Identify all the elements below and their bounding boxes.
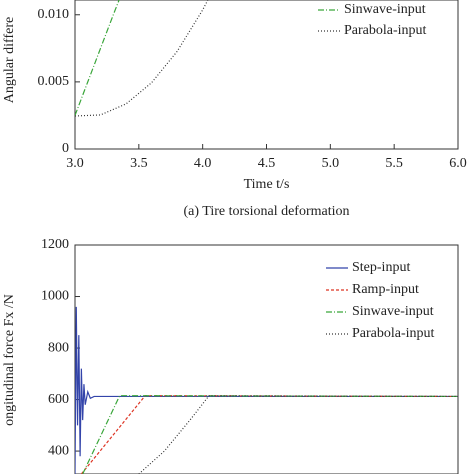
series-line — [75, 306, 458, 474]
x-tick-label: 5.0 — [322, 156, 340, 171]
series-line — [75, 0, 120, 116]
plot-lines — [75, 306, 458, 474]
y-tick-label: 0.005 — [38, 74, 70, 89]
chart-title: (a) Tire torsional deformation — [183, 204, 349, 219]
x-tick-label: 4.0 — [194, 156, 212, 171]
legend-label: Parabola-input — [352, 326, 435, 341]
x-tick-label: 6.0 — [449, 156, 467, 171]
y-tick-label: 1000 — [41, 289, 69, 304]
x-tick-label: 5.5 — [385, 156, 403, 171]
y-tick-label: 0.010 — [38, 7, 70, 22]
legend-label: Sinwave-input — [352, 304, 434, 319]
series-line — [82, 395, 458, 474]
x-axis-label: Time t/s — [244, 177, 290, 192]
series-line — [75, 0, 209, 117]
y-tick-label: 400 — [48, 443, 69, 458]
plot-lines — [75, 0, 209, 117]
y-axis-label: Angular differe — [2, 17, 17, 103]
x-tick-label: 3.0 — [66, 156, 84, 171]
series-line — [80, 395, 458, 474]
legend-label: Parabola-input — [344, 23, 427, 38]
series-line — [138, 395, 458, 474]
x-tick-label: 4.5 — [258, 156, 276, 171]
y-axis-label: ongitudinal force Fx /N — [2, 294, 17, 426]
legend-label: Sinwave-input — [344, 2, 426, 17]
y-tick-label: 1200 — [41, 237, 69, 252]
y-tick-label: 800 — [48, 340, 69, 355]
y-tick-label: 0 — [62, 141, 69, 156]
legend-label: Ramp-input — [352, 282, 419, 297]
legend-label: Step-input — [352, 260, 410, 275]
y-tick-label: 600 — [48, 392, 69, 407]
plot-frame — [74, 244, 459, 474]
x-tick-label: 3.5 — [130, 156, 148, 171]
